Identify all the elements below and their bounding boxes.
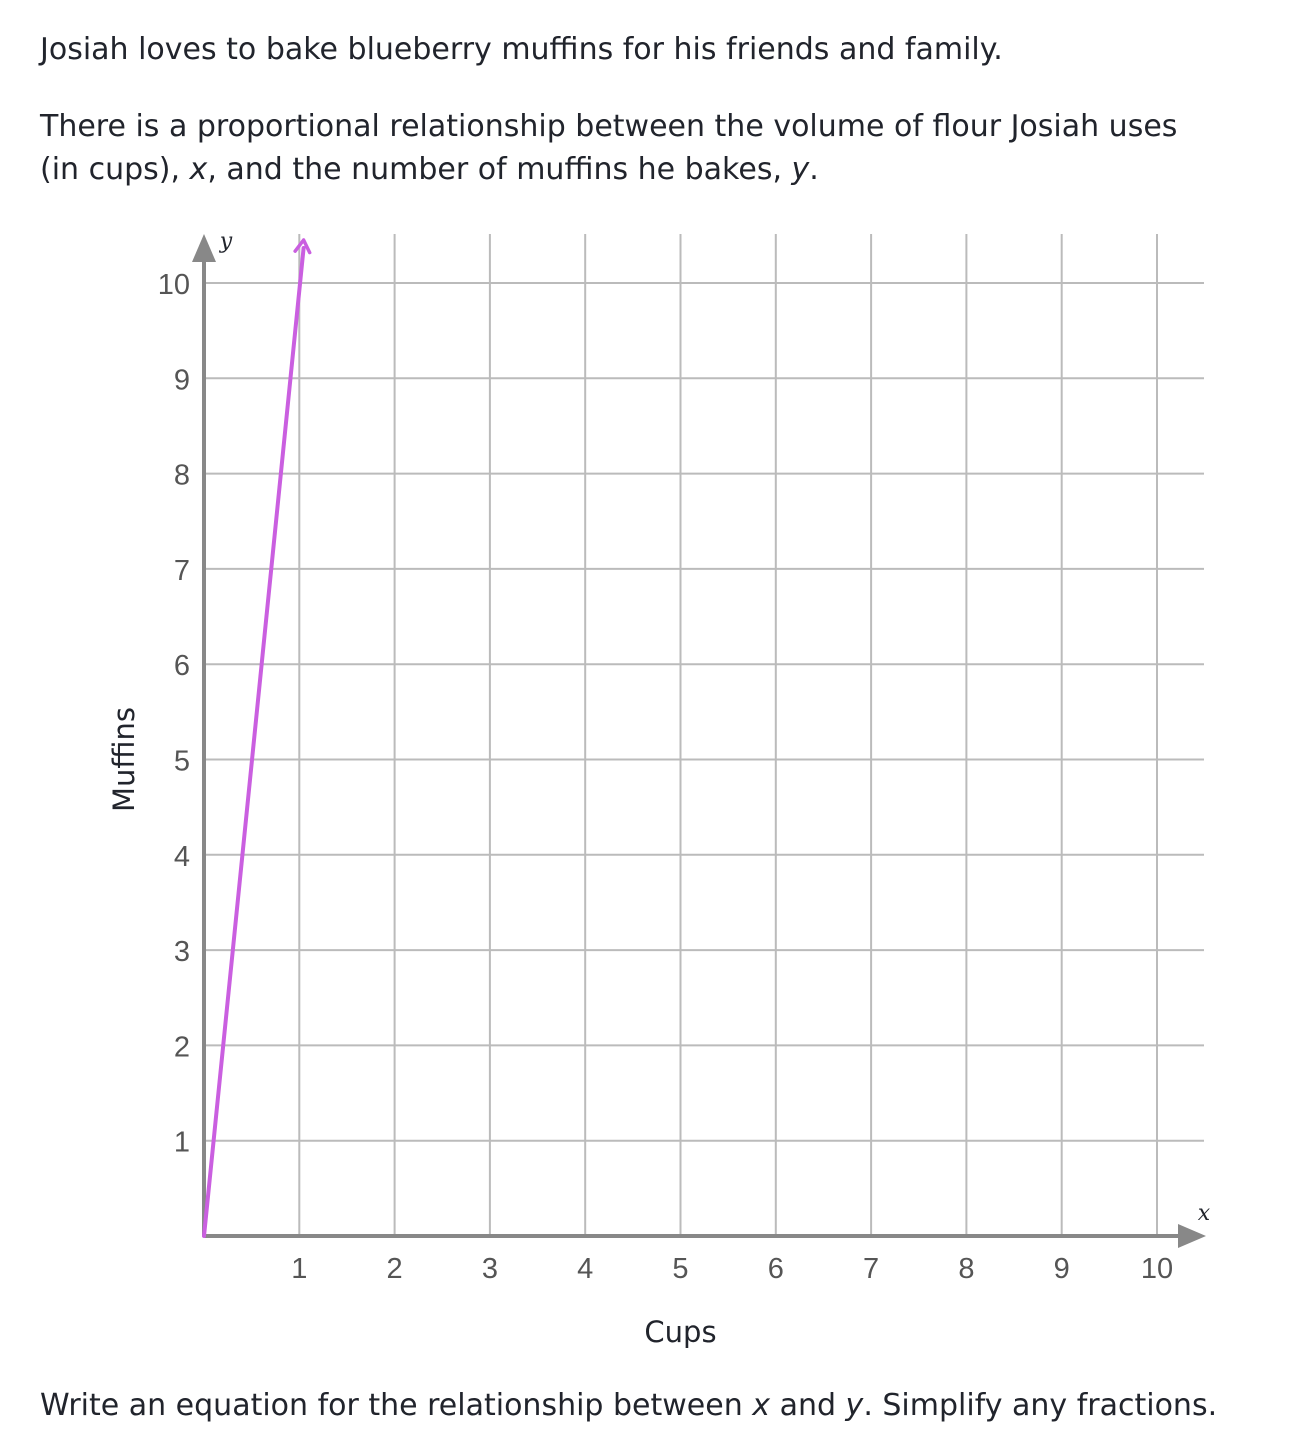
question-text: Write an equation for the relationship b… bbox=[40, 1384, 1217, 1427]
y-tick-label: 10 bbox=[158, 269, 190, 301]
x-axis-title: Cups bbox=[644, 1315, 716, 1349]
y-tick-label: 8 bbox=[174, 460, 190, 492]
y-tick-label: 6 bbox=[174, 650, 190, 682]
proportional-graph: 1 2 3 4 5 6 7 8 9 10 1 2 3 4 5 6 7 8 9 10 Cups Muffins x y bbox=[107, 229, 1211, 1349]
x-tick-label: 7 bbox=[863, 1253, 879, 1285]
x-tick-label: 10 bbox=[1141, 1253, 1173, 1285]
y-tick-label: 1 bbox=[174, 1127, 190, 1159]
y-tick-label: 2 bbox=[174, 1031, 190, 1063]
relationship-line-2-start: (in cups), bbox=[40, 152, 190, 187]
x-tick-label: 6 bbox=[768, 1253, 784, 1285]
x-tick-label: 9 bbox=[1054, 1253, 1070, 1285]
y-tick-label: 4 bbox=[174, 841, 190, 873]
chart-series bbox=[202, 238, 312, 1238]
x-axis-arrowhead bbox=[1178, 1224, 1206, 1248]
x-tick-label: 3 bbox=[482, 1253, 498, 1285]
x-tick-label: 8 bbox=[958, 1253, 974, 1285]
relationship-line-1: There is a proportional relationship bet… bbox=[40, 109, 1178, 144]
intro-text: Josiah loves to bake blueberry muffins f… bbox=[40, 32, 1003, 67]
chart-axes bbox=[192, 234, 1206, 1248]
x-tick-label: 5 bbox=[672, 1253, 688, 1285]
y-axis-title: Muffins bbox=[107, 707, 141, 812]
y-axis-arrowhead bbox=[192, 234, 216, 262]
x-tick-label: 2 bbox=[387, 1253, 403, 1285]
question-mid: and bbox=[770, 1388, 846, 1423]
series-arrowhead bbox=[293, 238, 312, 255]
question-start: Write an equation for the relationship b… bbox=[40, 1388, 753, 1423]
question-variable-y: y bbox=[845, 1388, 864, 1423]
x-tick-label: 1 bbox=[291, 1253, 307, 1285]
x-axis-variable-label: x bbox=[1198, 1201, 1211, 1226]
relationship-text: There is a proportional relationship bet… bbox=[40, 105, 1177, 191]
question-end: . Simplify any fractions. bbox=[863, 1388, 1218, 1423]
series-line bbox=[202, 246, 306, 1238]
relationship-line-2-mid: , and the number of muffins he bakes, bbox=[207, 152, 792, 187]
y-tick-label: 9 bbox=[174, 364, 190, 396]
y-tick-label: 3 bbox=[174, 936, 190, 968]
y-axis-variable-label: y bbox=[219, 229, 233, 254]
question-variable-x: x bbox=[752, 1388, 771, 1423]
y-tick-label: 5 bbox=[174, 746, 190, 778]
relationship-line-2-end: . bbox=[809, 152, 819, 187]
variable-x: x bbox=[189, 152, 208, 187]
chart-grid bbox=[204, 234, 1204, 1236]
y-tick-label: 7 bbox=[174, 555, 190, 587]
chart-tick-labels: 1 2 3 4 5 6 7 8 9 10 1 2 3 4 5 6 7 8 9 10 bbox=[158, 269, 1173, 1285]
variable-y: y bbox=[791, 152, 810, 187]
x-tick-label: 4 bbox=[577, 1253, 593, 1285]
